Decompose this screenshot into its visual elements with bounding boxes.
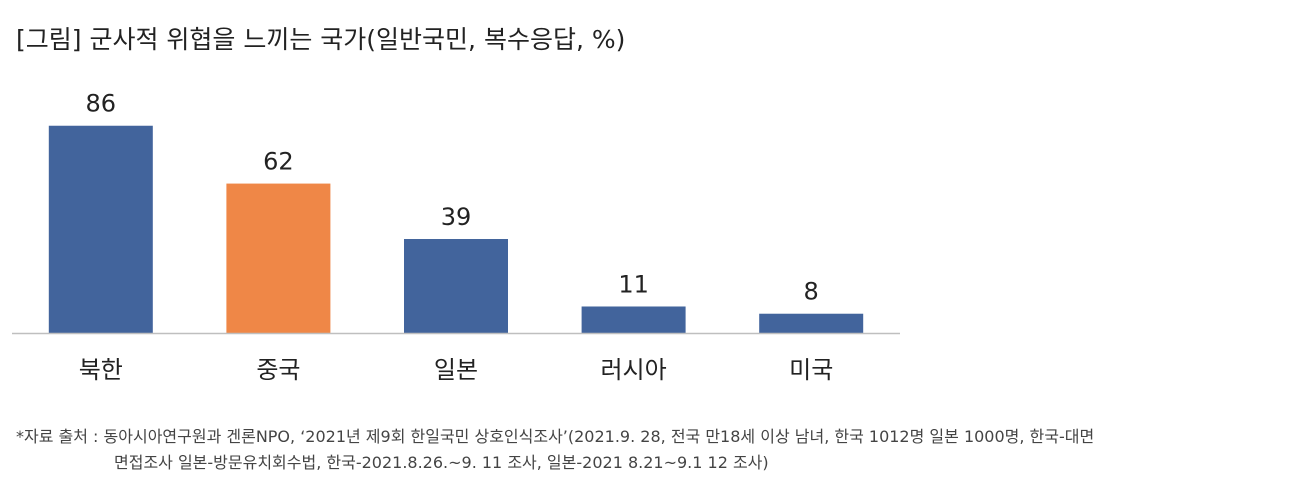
bar-1 xyxy=(226,183,331,333)
bar-chart: 86 북한 62 중국 39 일본 11 러시아 8 미국 xyxy=(12,90,900,384)
category-label-3: 러시아 xyxy=(600,356,666,384)
category-label-2: 일본 xyxy=(434,356,478,384)
bar-2 xyxy=(404,239,508,333)
source-note: *자료 출처 : 동아시아연구원과 겐론NPO, ‘2021년 제9회 한일국민… xyxy=(16,424,1094,476)
category-label-4: 미국 xyxy=(789,356,833,384)
bar-3 xyxy=(581,306,686,333)
source-note-line-1: *자료 출처 : 동아시아연구원과 겐론NPO, ‘2021년 제9회 한일국민… xyxy=(16,427,1095,446)
chart-title: [그림] 군사적 위협을 느끼는 국가(일반국민, 복수응답, %) xyxy=(16,25,626,54)
bar-0 xyxy=(48,125,153,334)
category-label-0: 북한 xyxy=(79,356,123,384)
data-label-2: 39 xyxy=(441,203,472,231)
data-label-3: 11 xyxy=(618,270,649,298)
source-note-line-2: 면접조사 일본-방문유치회수법, 한국-2021.8.26.~9. 11 조사,… xyxy=(114,453,769,472)
data-label-1: 62 xyxy=(263,148,294,176)
data-label-0: 86 xyxy=(86,90,117,118)
data-label-4: 8 xyxy=(804,278,819,306)
category-label-1: 중국 xyxy=(256,356,300,384)
bar-4 xyxy=(759,313,864,333)
